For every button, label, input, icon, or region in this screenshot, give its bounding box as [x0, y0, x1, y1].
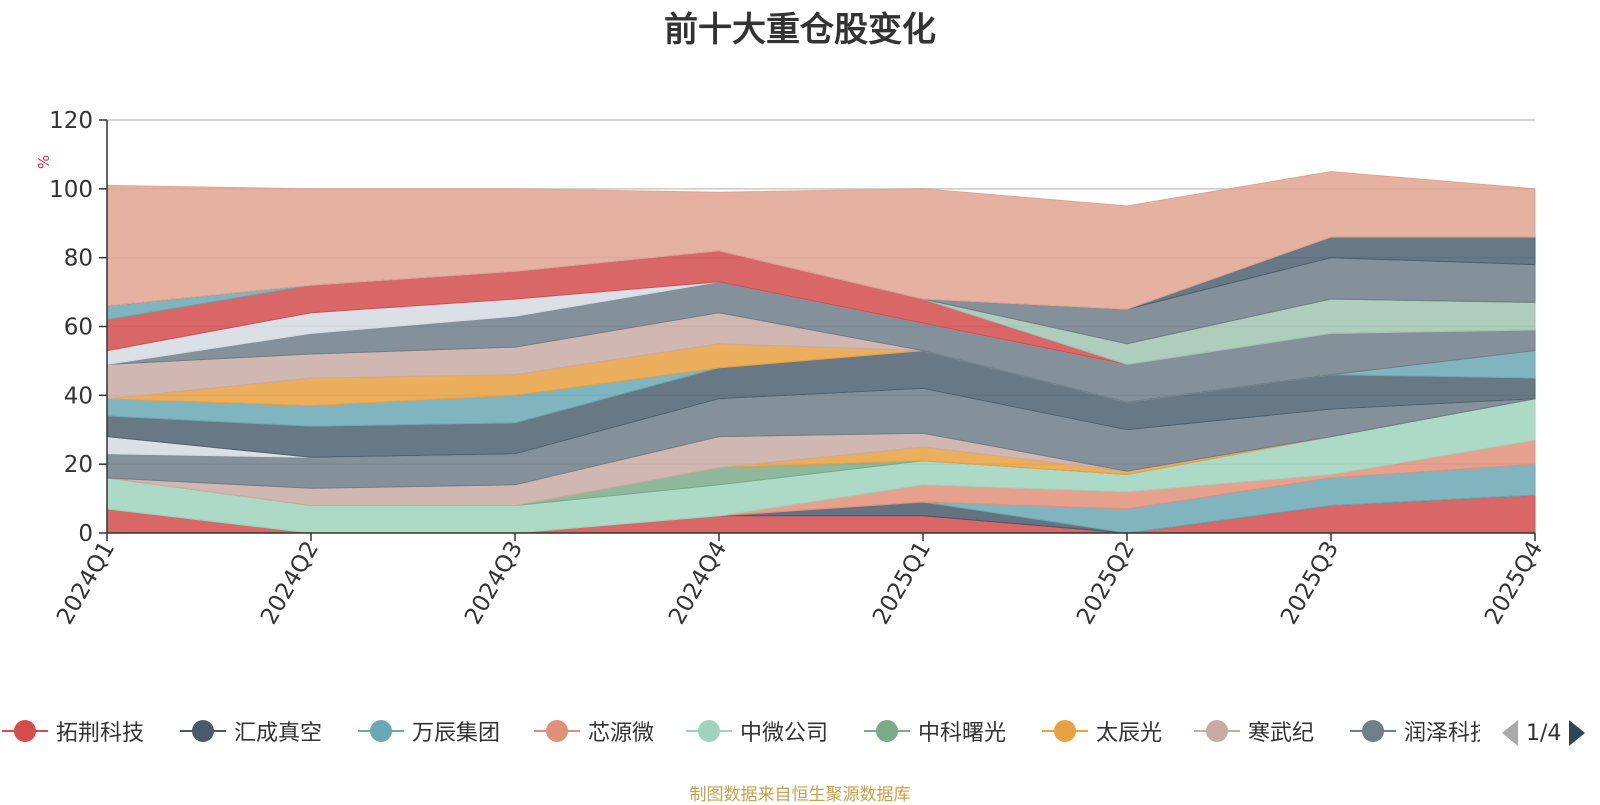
chart-title: 前十大重仓股变化	[664, 10, 936, 50]
legend-marker-icon	[1194, 720, 1240, 742]
legend-item[interactable]: 拓荆科技	[0, 712, 144, 750]
legend-marker-icon	[358, 720, 404, 742]
y-tick-label: 60	[64, 315, 93, 341]
legend-label: 拓荆科技	[56, 721, 145, 746]
x-tick-label: 2025Q4	[1480, 537, 1548, 629]
legend-pager: 1/4	[1500, 718, 1587, 748]
pager-text: 1/4	[1526, 720, 1562, 746]
source-note: 制图数据来自恒生聚源数据库	[689, 785, 911, 805]
legend-item[interactable]: 中科曙光	[862, 712, 1006, 750]
area-24	[106, 171, 1536, 310]
y-tick-label: 40	[64, 383, 93, 409]
y-tick-label: 80	[64, 246, 93, 272]
x-tick-label: 2024Q3	[460, 537, 528, 629]
x-tick-label: 2024Q4	[664, 537, 732, 629]
legend-item[interactable]: 芯源微	[532, 712, 654, 750]
legend-marker-icon	[1350, 720, 1396, 742]
y-axis-label: %	[35, 155, 53, 169]
stacked-area-chart: 0 20 40 60 80 100 120% 2024Q1 2024Q2 2024Q3 2024Q4…	[35, 108, 1548, 629]
legend-label: 润泽科技	[1404, 721, 1480, 746]
y-tick-label: 20	[64, 452, 93, 478]
legend-label: 中科曙光	[918, 721, 1007, 746]
x-tick-label: 2025Q3	[1276, 537, 1344, 629]
legend: 拓荆科技 汇成真空 万辰集团 芯源微 中微公司 中科曙光 太辰光 寒武纪 润泽科技	[0, 712, 1480, 750]
area-series	[106, 171, 1536, 534]
legend-item[interactable]: 寒武纪	[1192, 712, 1314, 750]
legend-marker-icon	[534, 720, 580, 742]
legend-label: 寒武纪	[1248, 721, 1315, 746]
legend-marker-icon	[2, 720, 48, 742]
legend-label: 太辰光	[1096, 721, 1163, 746]
legend-label: 汇成真空	[234, 721, 323, 746]
legend-marker-icon	[686, 720, 732, 742]
legend-item[interactable]: 润泽科技	[1348, 712, 1480, 750]
legend-item[interactable]: 万辰集团	[356, 712, 500, 750]
triangle-right-icon[interactable]	[1567, 718, 1587, 748]
y-tick-label: 100	[49, 177, 93, 203]
legend-label: 中微公司	[740, 721, 829, 746]
x-tick-label: 2024Q1	[52, 537, 120, 629]
legend-label: 万辰集团	[412, 721, 501, 746]
legend-marker-icon	[180, 720, 226, 742]
triangle-left-icon[interactable]	[1500, 718, 1520, 748]
x-tick-label: 2025Q2	[1072, 537, 1140, 629]
legend-label: 芯源微	[588, 721, 655, 746]
y-tick-label: 120	[49, 108, 93, 134]
x-tick-label: 2025Q1	[868, 537, 936, 629]
legend-marker-icon	[1042, 720, 1088, 742]
legend-item[interactable]: 汇成真空	[178, 712, 322, 750]
legend-item[interactable]: 中微公司	[684, 712, 828, 750]
legend-marker-icon	[864, 720, 910, 742]
x-tick-label: 2024Q2	[256, 537, 324, 629]
y-tick-label: 0	[78, 521, 93, 547]
legend-item[interactable]: 太辰光	[1040, 712, 1162, 750]
